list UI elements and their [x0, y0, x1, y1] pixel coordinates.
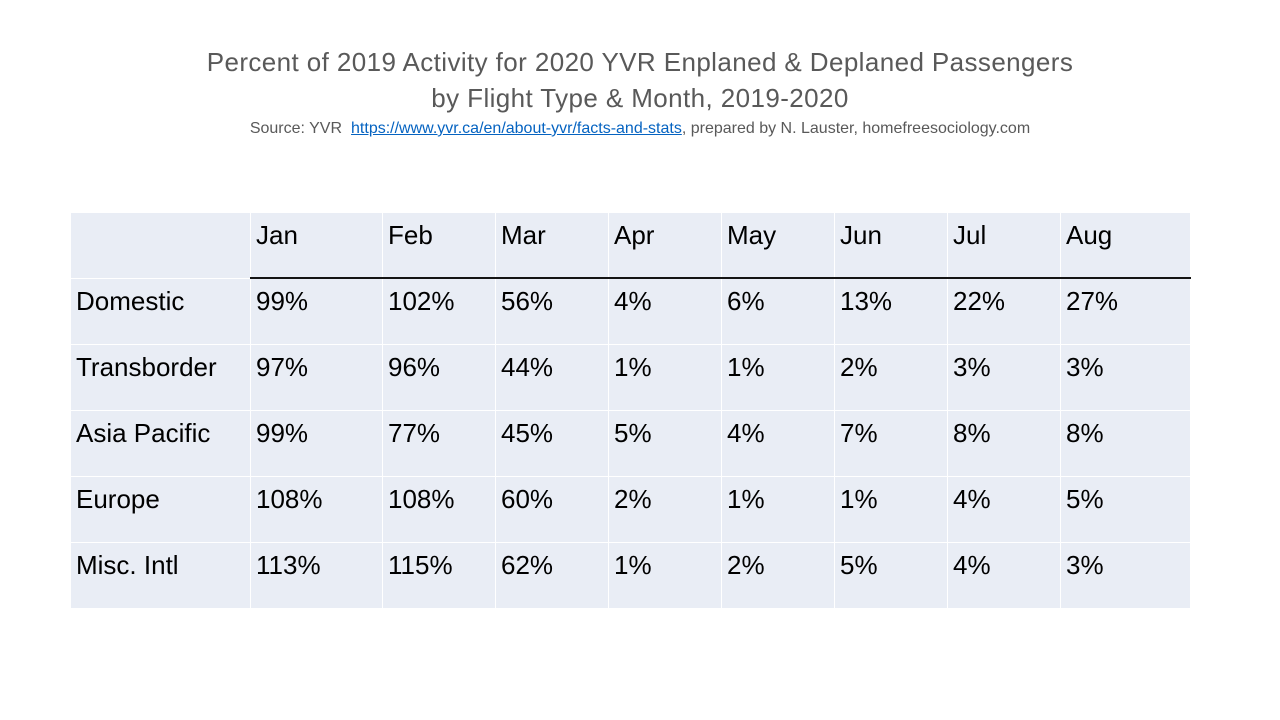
value-cell: 108%	[382, 476, 496, 543]
value-cell: 4%	[721, 410, 835, 477]
value-cell: 7%	[834, 410, 948, 477]
value-cell: 5%	[1060, 476, 1191, 543]
value-cell: 2%	[721, 542, 835, 609]
value-cell: 56%	[495, 277, 609, 345]
value-cell: 4%	[947, 476, 1061, 543]
row-label: Misc. Intl	[70, 542, 251, 609]
value-cell: 1%	[608, 344, 722, 411]
value-cell: 45%	[495, 410, 609, 477]
value-cell: 44%	[495, 344, 609, 411]
corner-cell	[70, 212, 251, 279]
month-header-apr: Apr	[608, 212, 722, 279]
value-cell: 8%	[947, 410, 1061, 477]
value-cell: 1%	[608, 542, 722, 609]
table-row: Transborder 97% 96% 44% 1% 1% 2% 3% 3%	[70, 344, 1191, 411]
value-cell: 22%	[947, 277, 1061, 345]
value-cell: 77%	[382, 410, 496, 477]
table-row: Europe 108% 108% 60% 2% 1% 1% 4% 5%	[70, 476, 1191, 543]
value-cell: 2%	[608, 476, 722, 543]
chart-title-line2: by Flight Type & Month, 2019-2020	[431, 83, 849, 113]
month-header-jul: Jul	[947, 212, 1061, 279]
source-prefix: Source: YVR	[249, 120, 343, 137]
row-label: Domestic	[70, 277, 251, 345]
passenger-table: Jan Feb Mar Apr May Jun Jul Aug Domestic 99% 102%…	[70, 212, 1191, 609]
value-cell: 102%	[382, 277, 496, 345]
value-cell: 4%	[947, 542, 1061, 609]
value-cell: 99%	[250, 277, 383, 345]
chart-title-line1: Percent of 2019 Activity for 2020 YVR En…	[206, 47, 1074, 77]
value-cell: 3%	[1060, 344, 1191, 411]
value-cell: 1%	[721, 476, 835, 543]
value-cell: 60%	[495, 476, 609, 543]
value-cell: 3%	[1060, 542, 1191, 609]
value-cell: 99%	[250, 410, 383, 477]
value-cell: 113%	[250, 542, 383, 609]
row-label: Asia Pacific	[70, 410, 251, 477]
value-cell: 5%	[608, 410, 722, 477]
value-cell: 108%	[250, 476, 383, 543]
value-cell: 1%	[721, 344, 835, 411]
value-cell: 3%	[947, 344, 1061, 411]
month-header-jan: Jan	[250, 212, 383, 279]
source-link[interactable]: https://www.yvr.ca/en/about-yvr/facts-an…	[351, 120, 682, 137]
value-cell: 8%	[1060, 410, 1191, 477]
title-block: Percent of 2019 Activity for 2020 YVR En…	[0, 44, 1280, 139]
month-header-may: May	[721, 212, 835, 279]
table-header-row: Jan Feb Mar Apr May Jun Jul Aug	[70, 212, 1191, 279]
table-row: Asia Pacific 99% 77% 45% 5% 4% 7% 8% 8%	[70, 410, 1191, 477]
value-cell: 2%	[834, 344, 948, 411]
value-cell: 27%	[1060, 277, 1191, 345]
source-suffix: , prepared by N. Lauster, homefreesociol…	[681, 120, 1031, 137]
value-cell: 96%	[382, 344, 496, 411]
value-cell: 13%	[834, 277, 948, 345]
row-label: Europe	[70, 476, 251, 543]
value-cell: 5%	[834, 542, 948, 609]
value-cell: 62%	[495, 542, 609, 609]
value-cell: 6%	[721, 277, 835, 345]
table-row: Misc. Intl 113% 115% 62% 1% 2% 5% 4% 3%	[70, 542, 1191, 609]
table-row: Domestic 99% 102% 56% 4% 6% 13% 22% 27%	[70, 277, 1191, 345]
value-cell: 4%	[608, 277, 722, 345]
value-cell: 97%	[250, 344, 383, 411]
month-header-feb: Feb	[382, 212, 496, 279]
value-cell: 1%	[834, 476, 948, 543]
row-label: Transborder	[70, 344, 251, 411]
source-line: Source: YVR https://www.yvr.ca/en/about-y…	[0, 119, 1280, 139]
month-header-mar: Mar	[495, 212, 609, 279]
value-cell: 115%	[382, 542, 496, 609]
month-header-jun: Jun	[834, 212, 948, 279]
month-header-aug: Aug	[1060, 212, 1191, 279]
